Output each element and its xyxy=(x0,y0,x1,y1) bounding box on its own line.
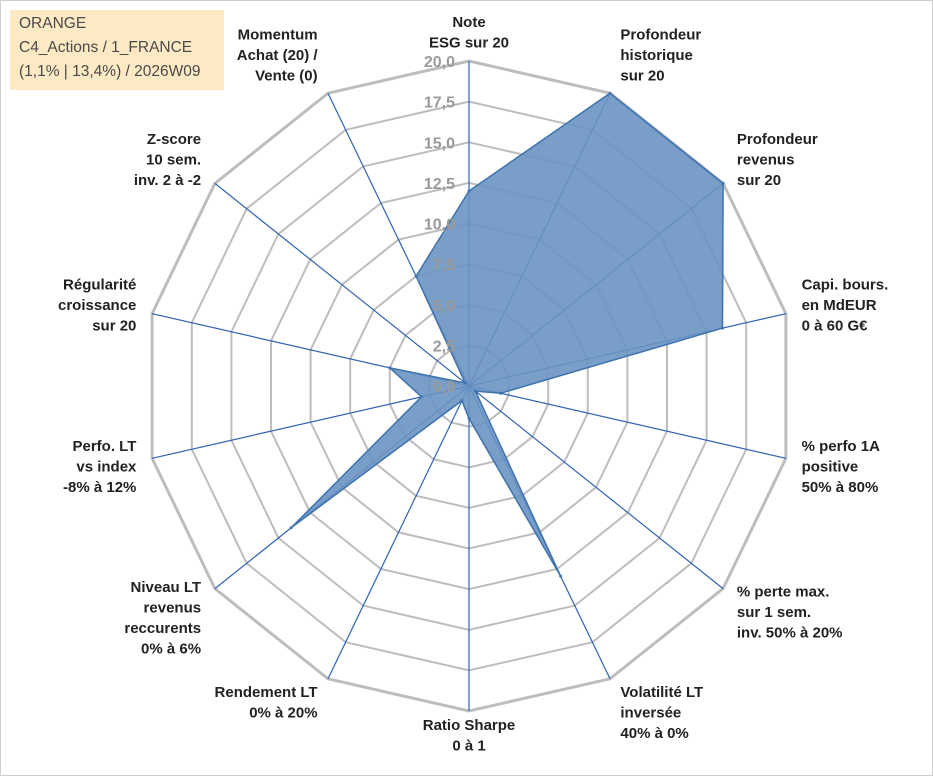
stats-week-label: (1,1% | 13,4%) / 2026W09 xyxy=(19,63,201,80)
tick-label: 17,5 xyxy=(424,95,455,112)
axis-label: Rendement LT 0% à 20% xyxy=(215,684,318,722)
data-point xyxy=(721,181,725,185)
tick-label: 20,0 xyxy=(424,54,455,71)
axis-label: Z-score 10 sem. inv. 2 à -2 xyxy=(134,131,201,189)
tick-label: 10,0 xyxy=(424,217,455,234)
axis-label: Régularité croissance sur 20 xyxy=(58,277,136,335)
data-point xyxy=(559,574,563,578)
data-point xyxy=(721,326,724,330)
axis-label: Profondeur revenus sur 20 xyxy=(737,131,818,189)
axis-label: % perte max. sur 1 sem. inv. 50% à 20% xyxy=(737,583,843,641)
axis-spoke xyxy=(214,182,470,387)
axis-label: Note ESG sur 20 xyxy=(429,14,509,52)
tick-label: 7,5 xyxy=(433,257,455,274)
data-point xyxy=(463,381,467,385)
category-label: C4_Actions / 1_FRANCE xyxy=(19,39,193,56)
data-point xyxy=(499,391,503,395)
tick-layer: 0,0 2,5 5,0 7,5 10,0 12,5 15,0 17,5 20,0 xyxy=(424,54,455,396)
axis-label: % perfo 1A positive 50% à 80% xyxy=(802,438,881,496)
tick-label: 5,0 xyxy=(433,298,455,315)
axis-spoke xyxy=(468,385,724,590)
axis-spoke xyxy=(468,385,787,459)
axis-spoke xyxy=(151,385,470,459)
data-point xyxy=(467,189,471,193)
data-point xyxy=(420,395,423,399)
axis-label: Volatilité LT inversée 40% à 0% xyxy=(620,684,703,742)
tick-label: 2,5 xyxy=(433,338,455,355)
tick-label: 15,0 xyxy=(424,135,455,152)
axis-spoke xyxy=(327,385,470,680)
series-layer xyxy=(289,91,725,578)
data-point xyxy=(473,389,477,393)
tick-label: 0,0 xyxy=(433,379,455,396)
label-layer: Note ESG sur 20 Profondeur historique sur 20… xyxy=(58,14,888,755)
data-point xyxy=(608,91,612,95)
data-point xyxy=(388,366,392,370)
axis-label: Profondeur historique sur 20 xyxy=(620,27,701,85)
data-series-area xyxy=(290,92,724,577)
axis-label: Perfo. LT vs index -8% à 12% xyxy=(63,438,137,496)
data-point xyxy=(414,274,418,278)
info-box: ORANGE C4_Actions / 1_FRANCE (1,1% | 13,… xyxy=(10,10,224,90)
data-point xyxy=(460,399,464,403)
tick-label: 12,5 xyxy=(424,176,455,193)
axis-label: Capi. bours. en MdEUR 0 à 60 G€ xyxy=(802,277,889,335)
axis-label: Ratio Sharpe 0 à 1 xyxy=(423,717,516,755)
data-point xyxy=(467,417,471,420)
data-point xyxy=(289,526,293,530)
company-name: ORANGE xyxy=(19,15,87,32)
axis-label: Momentum Achat (20) / Vente (0) xyxy=(237,27,319,85)
axis-label: Niveau LT revenus reccurents 0% à 6% xyxy=(124,579,201,658)
